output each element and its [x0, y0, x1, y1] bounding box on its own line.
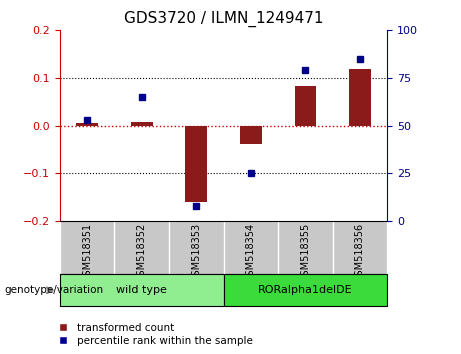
Text: GSM518356: GSM518356 [355, 223, 365, 282]
Bar [131, 122, 153, 126]
Text: GSM518354: GSM518354 [246, 223, 256, 282]
Title: GDS3720 / ILMN_1249471: GDS3720 / ILMN_1249471 [124, 11, 323, 27]
Text: genotype/variation: genotype/variation [5, 285, 104, 295]
Text: wild type: wild type [116, 285, 167, 295]
Legend: transformed count, percentile rank within the sample: transformed count, percentile rank withi… [51, 322, 254, 347]
Bar [349, 69, 371, 126]
Text: GSM518353: GSM518353 [191, 223, 201, 282]
Text: RORalpha1delDE: RORalpha1delDE [258, 285, 353, 295]
Bar [60, 274, 224, 306]
Text: GSM518351: GSM518351 [82, 223, 92, 282]
Bar [295, 86, 316, 126]
Bar [76, 123, 98, 126]
Text: GSM518352: GSM518352 [137, 223, 147, 282]
Bar [240, 126, 262, 144]
Bar [224, 274, 387, 306]
Bar [185, 126, 207, 202]
Text: GSM518355: GSM518355 [301, 223, 310, 282]
